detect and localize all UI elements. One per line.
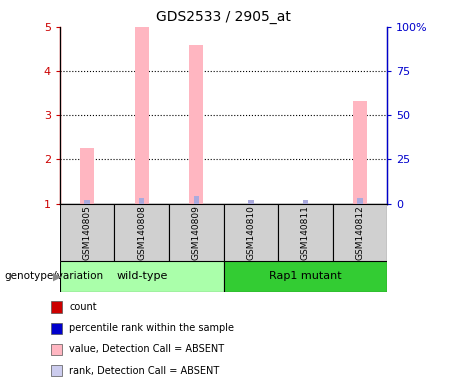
Text: value, Detection Call = ABSENT: value, Detection Call = ABSENT <box>69 344 224 354</box>
Bar <box>60 204 114 261</box>
Text: GSM140809: GSM140809 <box>192 205 201 260</box>
Bar <box>357 198 363 204</box>
Bar <box>135 27 148 204</box>
Text: wild-type: wild-type <box>116 271 167 281</box>
Text: GSM140805: GSM140805 <box>83 205 92 260</box>
Bar <box>224 261 387 292</box>
Text: count: count <box>69 302 97 312</box>
Text: rank, Detection Call = ABSENT: rank, Detection Call = ABSENT <box>69 366 219 376</box>
Bar <box>114 204 169 261</box>
Text: ▶: ▶ <box>53 271 61 281</box>
Text: GSM140808: GSM140808 <box>137 205 146 260</box>
Bar <box>60 261 224 292</box>
Bar <box>278 204 333 261</box>
Bar <box>80 148 94 204</box>
Bar <box>189 45 203 204</box>
Bar <box>224 204 278 261</box>
Bar <box>353 101 367 204</box>
Bar <box>333 204 387 261</box>
Title: GDS2533 / 2905_at: GDS2533 / 2905_at <box>156 10 291 25</box>
Bar <box>194 195 199 204</box>
Text: GSM140812: GSM140812 <box>355 205 365 260</box>
Bar <box>84 200 90 204</box>
Text: GSM140810: GSM140810 <box>246 205 255 260</box>
Bar <box>169 204 224 261</box>
Text: percentile rank within the sample: percentile rank within the sample <box>69 323 234 333</box>
Bar <box>248 200 254 204</box>
Text: Rap1 mutant: Rap1 mutant <box>269 271 342 281</box>
Bar <box>303 200 308 204</box>
Text: GSM140811: GSM140811 <box>301 205 310 260</box>
Bar <box>139 198 144 204</box>
Text: genotype/variation: genotype/variation <box>5 271 104 281</box>
